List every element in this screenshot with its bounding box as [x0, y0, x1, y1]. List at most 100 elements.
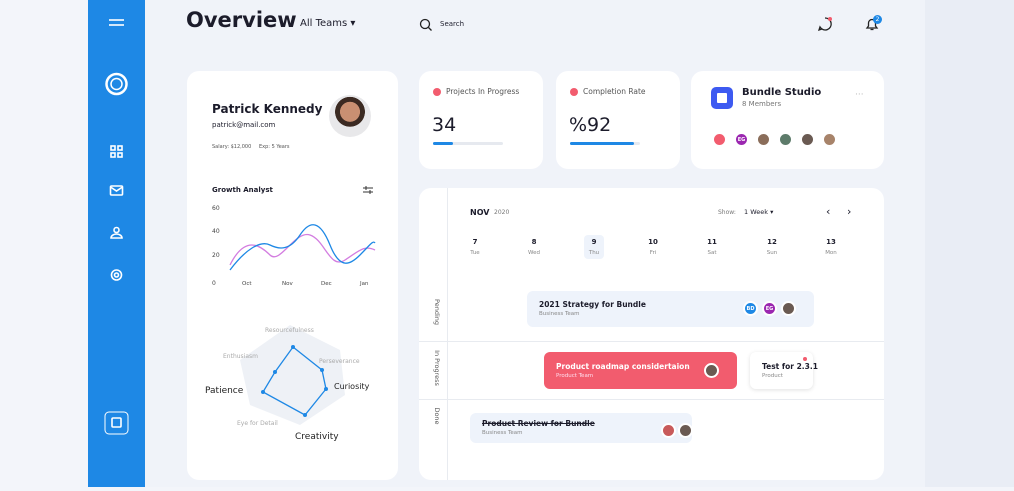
team-logo	[711, 87, 733, 109]
task-title: Test for 2.3.1	[762, 361, 818, 371]
day-number: 13	[826, 238, 836, 246]
day-name: Thu	[588, 250, 600, 256]
day-name: Mon	[825, 250, 837, 256]
growth-title: Growth Analyst	[212, 186, 273, 194]
task-sub: Product	[762, 372, 783, 379]
day-name: Tue	[470, 250, 480, 256]
stat-label: Completion Rate	[583, 87, 646, 96]
member-avatar	[778, 132, 793, 147]
stat-card	[419, 71, 543, 169]
row-divider	[419, 341, 884, 342]
task-card[interactable]	[470, 413, 692, 443]
y-tick-label: 0	[212, 280, 216, 287]
y-tick-label: 60	[212, 205, 220, 212]
team-members: 8 Members	[742, 100, 782, 108]
profile-avatar	[329, 95, 371, 137]
task-avatar: EG	[762, 301, 777, 316]
search-input[interactable]: Search	[440, 20, 465, 28]
show-label: Show:	[718, 209, 736, 216]
member-avatar: EG	[734, 132, 749, 147]
radar-label: Resourcefulness	[265, 327, 314, 334]
team-select[interactable]: All Teams ▾	[300, 18, 356, 29]
radar-label: Eye for Detail	[237, 420, 278, 427]
day-name: Sun	[766, 250, 778, 256]
stat-value: 34	[432, 114, 457, 136]
x-tick-label: Dec	[321, 281, 332, 287]
chat-icon[interactable]	[817, 16, 833, 32]
bell-icon[interactable]	[864, 16, 880, 32]
team-menu[interactable]: ···	[855, 90, 864, 100]
progress-track	[433, 142, 503, 145]
task-avatar	[781, 301, 796, 316]
day-number: 10	[648, 238, 658, 246]
member-avatar	[712, 132, 727, 147]
progress-fill	[570, 142, 634, 145]
right-bg	[925, 0, 1014, 487]
x-tick-label: Oct	[242, 281, 252, 287]
radar-label: Enthusiasm	[223, 353, 258, 360]
radar-label: Creativity	[295, 432, 339, 442]
day-name: Sat	[707, 250, 717, 256]
stat-label: Projects In Progress	[446, 87, 520, 96]
task-sub: Product Team	[556, 372, 594, 379]
lane-divider	[447, 188, 448, 480]
y-tick-label: 40	[212, 228, 220, 235]
task-sub: Business Team	[539, 311, 580, 317]
day-number: 11	[707, 238, 717, 246]
day-number: 8	[531, 238, 537, 246]
radar-chart	[240, 325, 345, 425]
filter-icon[interactable]	[362, 185, 374, 195]
day-name: Fri	[649, 250, 657, 256]
task-avatar	[704, 363, 719, 378]
task-dot	[803, 357, 807, 361]
day-name: Wed	[528, 250, 540, 256]
member-avatar	[800, 132, 815, 147]
team-name: Bundle Studio	[742, 87, 822, 98]
sidebar	[88, 0, 145, 487]
member-avatar	[822, 132, 837, 147]
member-avatar	[756, 132, 771, 147]
stat-card	[556, 71, 680, 169]
task-avatar	[678, 423, 693, 438]
sidebar-icons	[104, 19, 129, 435]
team-label: All Teams	[300, 18, 348, 29]
task-title: 2021 Strategy for Bundle	[539, 300, 646, 309]
profile-experience: Exp: 5 Years	[259, 144, 290, 150]
lane-label: Done	[433, 407, 441, 425]
task-title: Product Review for Bundle	[482, 419, 595, 428]
day-number: 12	[767, 238, 777, 246]
prev-button[interactable]: ‹	[826, 205, 831, 218]
day-number: 7	[472, 238, 478, 246]
task-title: Product roadmap considertaion	[556, 361, 690, 371]
task-avatar: BD	[743, 301, 758, 316]
y-tick-label: 20	[212, 252, 220, 259]
progress-fill	[433, 142, 453, 145]
profile-salary: Salary: $12,000	[212, 144, 252, 150]
x-tick-label: Jan	[360, 281, 369, 287]
task-avatar	[661, 423, 676, 438]
lane-label: In Progress	[433, 350, 441, 386]
range-select[interactable]: 1 Week ▾	[744, 208, 774, 216]
task-sub: Business Team	[482, 430, 523, 436]
day-highlight	[584, 235, 604, 259]
task-card[interactable]	[750, 352, 813, 389]
radar-label: Curiosity	[334, 382, 370, 391]
radar-label: Perseverance	[319, 358, 360, 365]
profile-name: Patrick Kennedy	[212, 102, 323, 116]
row-divider	[419, 399, 884, 400]
day-number: 9	[591, 238, 597, 246]
notification-badge: 2	[873, 15, 882, 24]
x-tick-label: Nov	[282, 281, 293, 287]
cal-month: NOV	[470, 208, 490, 217]
radar-label: Patience	[205, 386, 244, 396]
stat-icon	[433, 88, 441, 96]
stat-icon	[570, 88, 578, 96]
range-label: 1 Week	[744, 208, 769, 216]
search-icon[interactable]	[419, 18, 433, 32]
profile-email: patrick@mail.com	[212, 121, 276, 129]
page-title: Overview	[186, 8, 297, 32]
cal-year: 2020	[494, 209, 510, 216]
stat-value: %92	[569, 114, 612, 136]
growth-lines	[229, 224, 376, 271]
next-button[interactable]: ›	[847, 205, 852, 218]
